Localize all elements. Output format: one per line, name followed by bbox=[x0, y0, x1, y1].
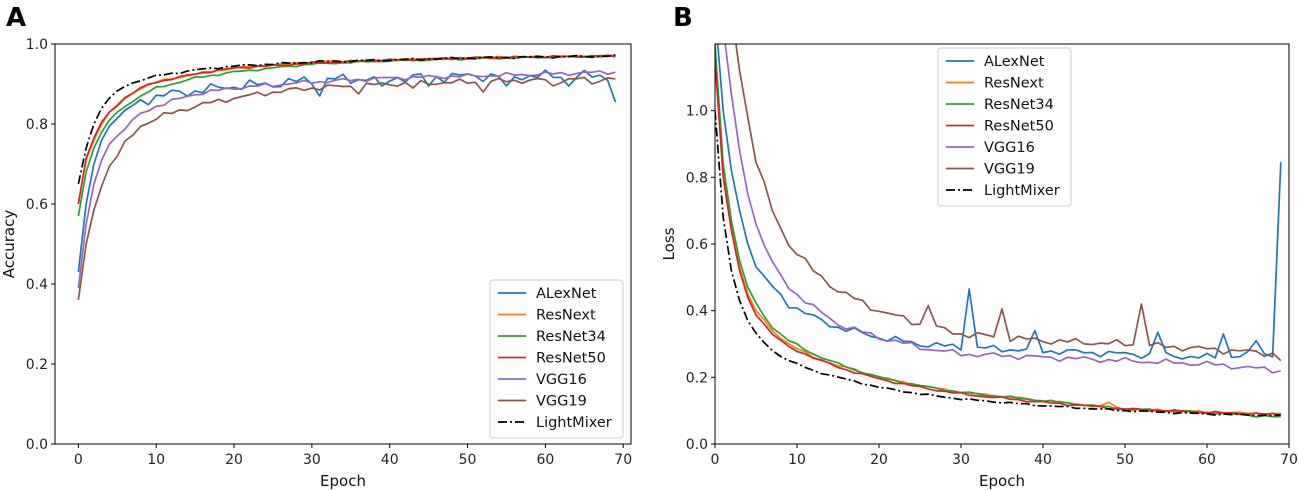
legend-label-resnet50: ResNet50 bbox=[536, 351, 606, 367]
series-line-lightmixer bbox=[715, 110, 1281, 417]
x-axis-label: Epoch bbox=[979, 472, 1025, 490]
legend-label-resnet34: ResNet34 bbox=[536, 329, 606, 345]
plot-frame bbox=[54, 43, 632, 445]
y-tick-label: 0.6 bbox=[26, 197, 48, 213]
legend-label-vgg19: VGG19 bbox=[536, 394, 587, 410]
legend-label-resnet34: ResNet34 bbox=[984, 97, 1054, 113]
y-tick-label: 0.2 bbox=[26, 357, 48, 373]
legend-label-resnext: ResNext bbox=[536, 308, 596, 324]
y-tick-label: 0.0 bbox=[686, 437, 708, 453]
panel-letter: A bbox=[6, 3, 26, 33]
series-line-vgg16 bbox=[77, 70, 616, 289]
x-tick-label: 70 bbox=[614, 452, 632, 468]
y-tick-label: 0.4 bbox=[686, 304, 708, 320]
legend-box bbox=[489, 279, 624, 439]
x-tick-label: 30 bbox=[952, 452, 970, 468]
series-lines bbox=[77, 53, 617, 301]
legend-label-lightmixer: LightMixer bbox=[536, 415, 612, 431]
x-tick-label: 40 bbox=[381, 452, 399, 468]
chart-panel-b: B 0 10 20 30 40 50 60 70 0.0 0.2 0.4 0.6 0.8 1.0 Epoch L… bbox=[660, 3, 1298, 490]
y-tick-label: 0.4 bbox=[26, 277, 48, 293]
x-tick-label: 20 bbox=[870, 452, 888, 468]
x-tick-label: 10 bbox=[147, 452, 165, 468]
series-line-alexnet bbox=[77, 69, 617, 273]
x-tick-label: 0 bbox=[74, 452, 83, 468]
chart-panel-a: A 0 10 20 30 40 50 60 70 0.0 0.2 0.4 0.6 0.8 1.0 Epoch A… bbox=[0, 3, 632, 490]
legend: ALexNet ResNext ResNet34 ResNet50 VGG16 VGG19… bbox=[937, 47, 1072, 207]
legend-label-lightmixer: LightMixer bbox=[984, 183, 1060, 199]
legend-label-alexnet: ALexNet bbox=[984, 54, 1045, 70]
legend-label-vgg16: VGG16 bbox=[984, 140, 1035, 156]
y-tick-label: 0.0 bbox=[26, 437, 48, 453]
legend-label-alexnet: ALexNet bbox=[536, 286, 597, 302]
x-tick-label: 40 bbox=[1034, 452, 1052, 468]
y-tick-label: 0.8 bbox=[686, 170, 708, 186]
legend: ALexNet ResNext ResNet34 ResNet50 VGG16 VGG19… bbox=[489, 279, 624, 439]
x-tick-label: 50 bbox=[1116, 452, 1134, 468]
x-tick-label: 60 bbox=[536, 452, 554, 468]
x-tick-label: 20 bbox=[225, 452, 243, 468]
y-tick-label: 0.2 bbox=[686, 370, 708, 386]
series-line-alexnet bbox=[716, 44, 1282, 360]
y-axis-label: Accuracy bbox=[0, 210, 18, 279]
y-tick-label: 1.0 bbox=[686, 104, 708, 120]
legend-label-resnext: ResNext bbox=[984, 76, 1044, 92]
y-tick-label: 0.6 bbox=[686, 237, 708, 253]
x-tick-label: 50 bbox=[459, 452, 477, 468]
series-line-vgg19 bbox=[77, 76, 616, 301]
x-tick-label: 30 bbox=[303, 452, 321, 468]
series-line-vgg16 bbox=[724, 44, 1282, 374]
y-tick-label: 1.0 bbox=[26, 37, 48, 53]
legend-label-vgg16: VGG16 bbox=[536, 372, 587, 388]
legend-label-resnet50: ResNet50 bbox=[984, 119, 1054, 135]
series-line-resnet50 bbox=[715, 60, 1282, 417]
y-tick-label: 0.8 bbox=[26, 117, 48, 133]
x-axis-label: Epoch bbox=[320, 472, 366, 490]
x-tick-label: 60 bbox=[1198, 452, 1216, 468]
legend-label-vgg19: VGG19 bbox=[984, 162, 1035, 178]
series-line-lightmixer bbox=[77, 53, 616, 185]
panel-letter: B bbox=[673, 3, 693, 33]
series-line-vgg19 bbox=[735, 44, 1282, 362]
series-lines bbox=[715, 44, 1282, 418]
y-axis-label: Loss bbox=[660, 227, 678, 260]
x-tick-label: 10 bbox=[788, 452, 806, 468]
x-tick-label: 0 bbox=[711, 452, 720, 468]
x-tick-label: 70 bbox=[1280, 452, 1298, 468]
legend-box bbox=[937, 47, 1072, 207]
